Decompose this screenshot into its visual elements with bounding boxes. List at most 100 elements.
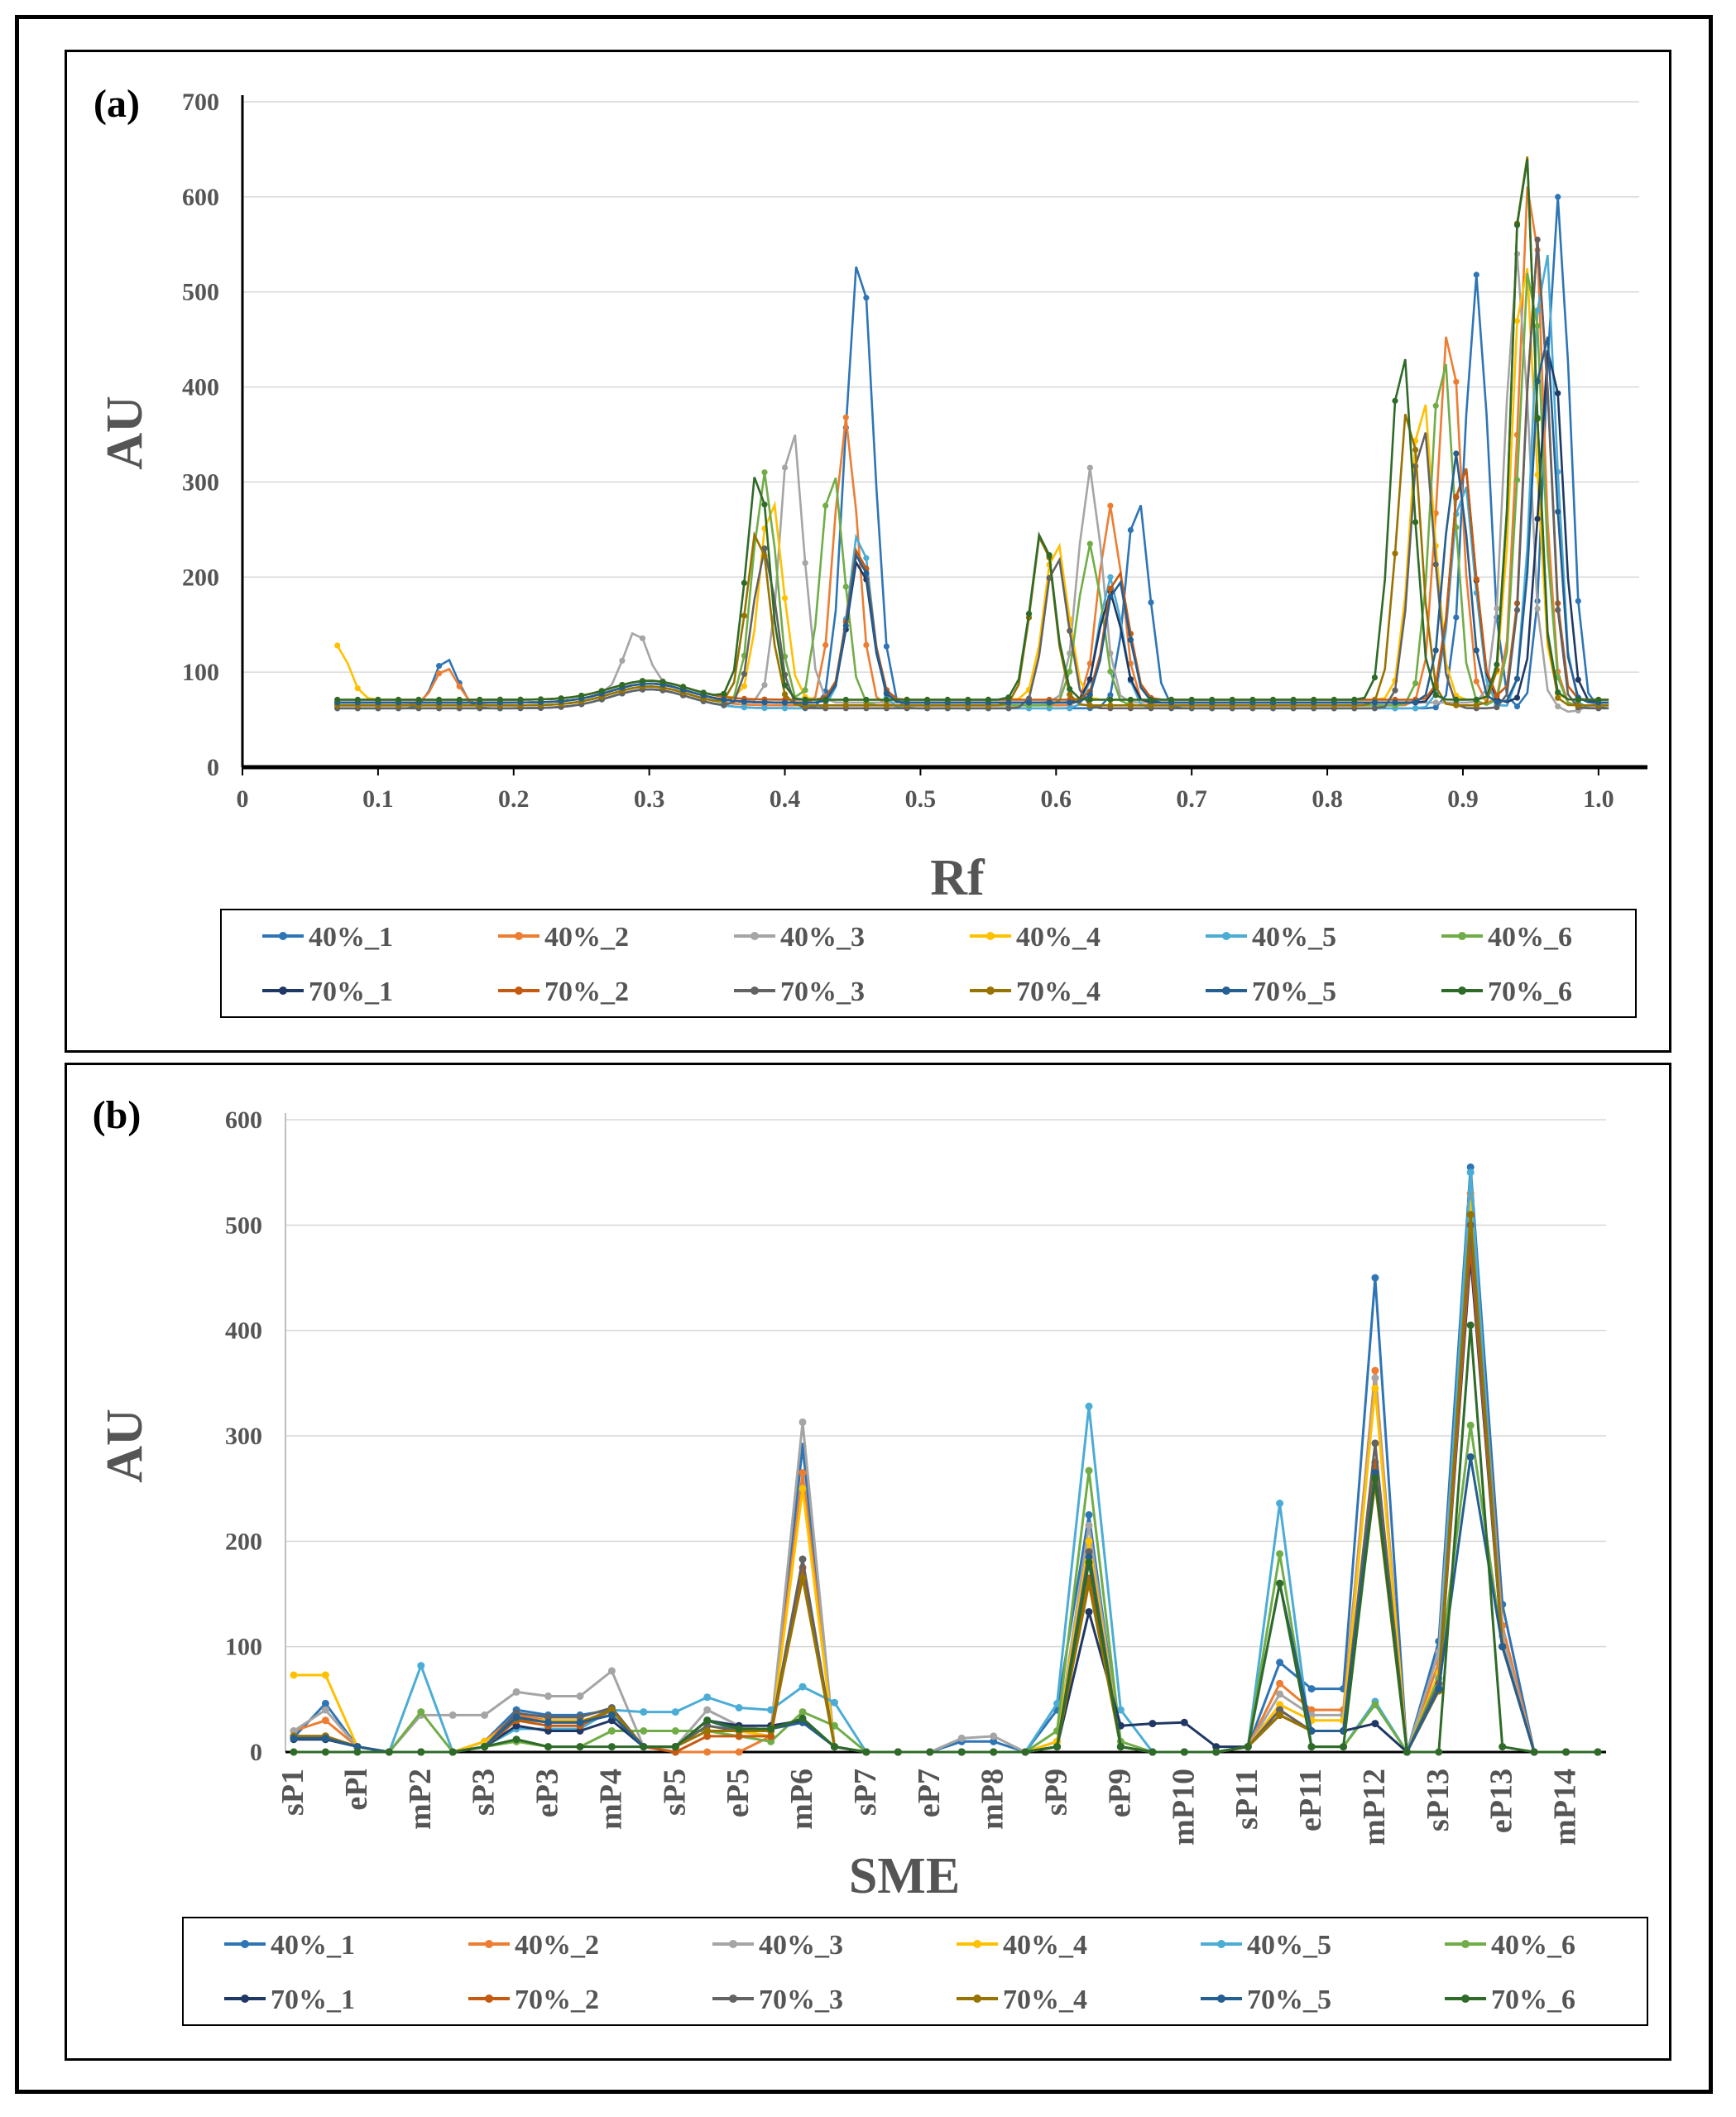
- data-point: [640, 1727, 648, 1735]
- data-point: [1371, 699, 1378, 706]
- legend-label: 40%_5: [1247, 1930, 1331, 1961]
- legend-label: 70%_3: [780, 977, 865, 1007]
- x-tick-label: mP4: [593, 1769, 628, 1830]
- data-point: [481, 1711, 489, 1719]
- data-point: [1276, 1550, 1284, 1558]
- data-point: [822, 641, 829, 649]
- data-point: [767, 1732, 775, 1740]
- x-tick-label: eP5: [721, 1769, 755, 1817]
- data-point: [1127, 696, 1134, 703]
- data-point: [1244, 1743, 1252, 1751]
- data-point: [1453, 702, 1460, 708]
- data-point: [1086, 540, 1093, 547]
- data-point: [1499, 1643, 1507, 1651]
- data-point: [607, 1667, 616, 1675]
- data-point: [1371, 1366, 1379, 1375]
- data-point: [1229, 696, 1235, 703]
- data-point: [353, 1743, 362, 1751]
- legend-marker: [1217, 1940, 1225, 1948]
- data-point: [1053, 1699, 1061, 1707]
- data-point: [1513, 675, 1521, 682]
- data-point: [619, 682, 626, 689]
- data-point: [781, 691, 789, 698]
- data-point: [904, 696, 910, 703]
- data-point: [924, 696, 931, 703]
- data-point: [415, 696, 422, 703]
- data-point: [703, 1716, 712, 1725]
- data-point: [1534, 516, 1541, 522]
- data-point: [1116, 1706, 1125, 1714]
- data-point: [456, 696, 463, 703]
- data-point: [353, 1748, 362, 1756]
- data-point: [863, 569, 870, 577]
- data-point: [1513, 318, 1521, 324]
- data-point: [640, 1708, 648, 1716]
- x-tick-label: sP13: [1421, 1769, 1455, 1831]
- data-point: [417, 1708, 425, 1716]
- x-tick-label: mP2: [403, 1769, 438, 1830]
- y-tick-label: 100: [225, 1634, 262, 1661]
- series-line-40%_1: [292, 1165, 1598, 1754]
- data-point: [863, 702, 870, 708]
- data-point: [1453, 450, 1460, 457]
- data-point: [761, 502, 768, 508]
- data-point: [1453, 614, 1460, 621]
- data-point: [703, 1693, 712, 1702]
- data-point: [1513, 477, 1521, 483]
- data-point: [436, 670, 443, 677]
- x-tick-label: ePl: [339, 1769, 374, 1811]
- data-point: [1513, 222, 1521, 228]
- legend-marker: [986, 932, 995, 940]
- data-point: [883, 643, 890, 650]
- data-point: [1107, 574, 1114, 580]
- data-point: [576, 1713, 584, 1721]
- x-tick-label: sP3: [467, 1769, 501, 1816]
- panel-label: (a): [94, 82, 140, 126]
- data-point: [512, 1735, 520, 1744]
- data-point: [863, 554, 870, 561]
- data-point: [1534, 323, 1541, 329]
- data-point: [1575, 696, 1581, 703]
- data-point: [735, 1748, 743, 1756]
- data-point: [1086, 702, 1093, 708]
- data-point: [1432, 647, 1439, 654]
- chart-a: (a) 0 100 200 300 400 500 600 700 0 0.1 0.2 0.3 0.4 0.…: [94, 82, 1647, 1018]
- data-point: [671, 1743, 679, 1751]
- legend-marker: [973, 1995, 981, 2003]
- legend-marker: [729, 1995, 737, 2003]
- data-point: [1435, 1685, 1443, 1693]
- data-point: [1107, 668, 1114, 675]
- data-point: [831, 1743, 838, 1751]
- legend-marker: [515, 932, 523, 940]
- data-point: [512, 1721, 520, 1730]
- series-line-70%_4: [337, 156, 1609, 707]
- data-point: [798, 1555, 807, 1563]
- legend-label: 40%_2: [515, 1930, 599, 1961]
- data-point: [1594, 1748, 1602, 1756]
- data-point: [798, 1469, 807, 1477]
- legend-marker: [485, 1995, 493, 2003]
- data-point: [842, 702, 849, 708]
- x-tick-label: 0.7: [1176, 785, 1207, 813]
- data-point: [1371, 705, 1378, 712]
- data-point: [477, 696, 483, 703]
- data-point: [1067, 627, 1073, 634]
- data-point: [1403, 1748, 1411, 1756]
- data-point: [965, 696, 971, 703]
- legend-marker: [241, 1995, 249, 2003]
- data-point: [671, 1748, 679, 1756]
- data-point: [1307, 1685, 1316, 1693]
- legend-label: 40%_5: [1252, 922, 1336, 953]
- data-point: [741, 670, 748, 677]
- data-point: [607, 1727, 616, 1735]
- data-point: [1276, 1679, 1284, 1687]
- data-point: [321, 1699, 329, 1707]
- data-point: [1276, 1701, 1284, 1709]
- data-point: [1116, 1743, 1125, 1751]
- data-point: [761, 704, 768, 712]
- x-tick-label: 0.2: [498, 785, 530, 813]
- data-point: [1276, 1500, 1284, 1507]
- y-tick-label: 100: [182, 659, 219, 686]
- y-tick-label: 500: [182, 279, 219, 306]
- data-point: [1412, 705, 1419, 712]
